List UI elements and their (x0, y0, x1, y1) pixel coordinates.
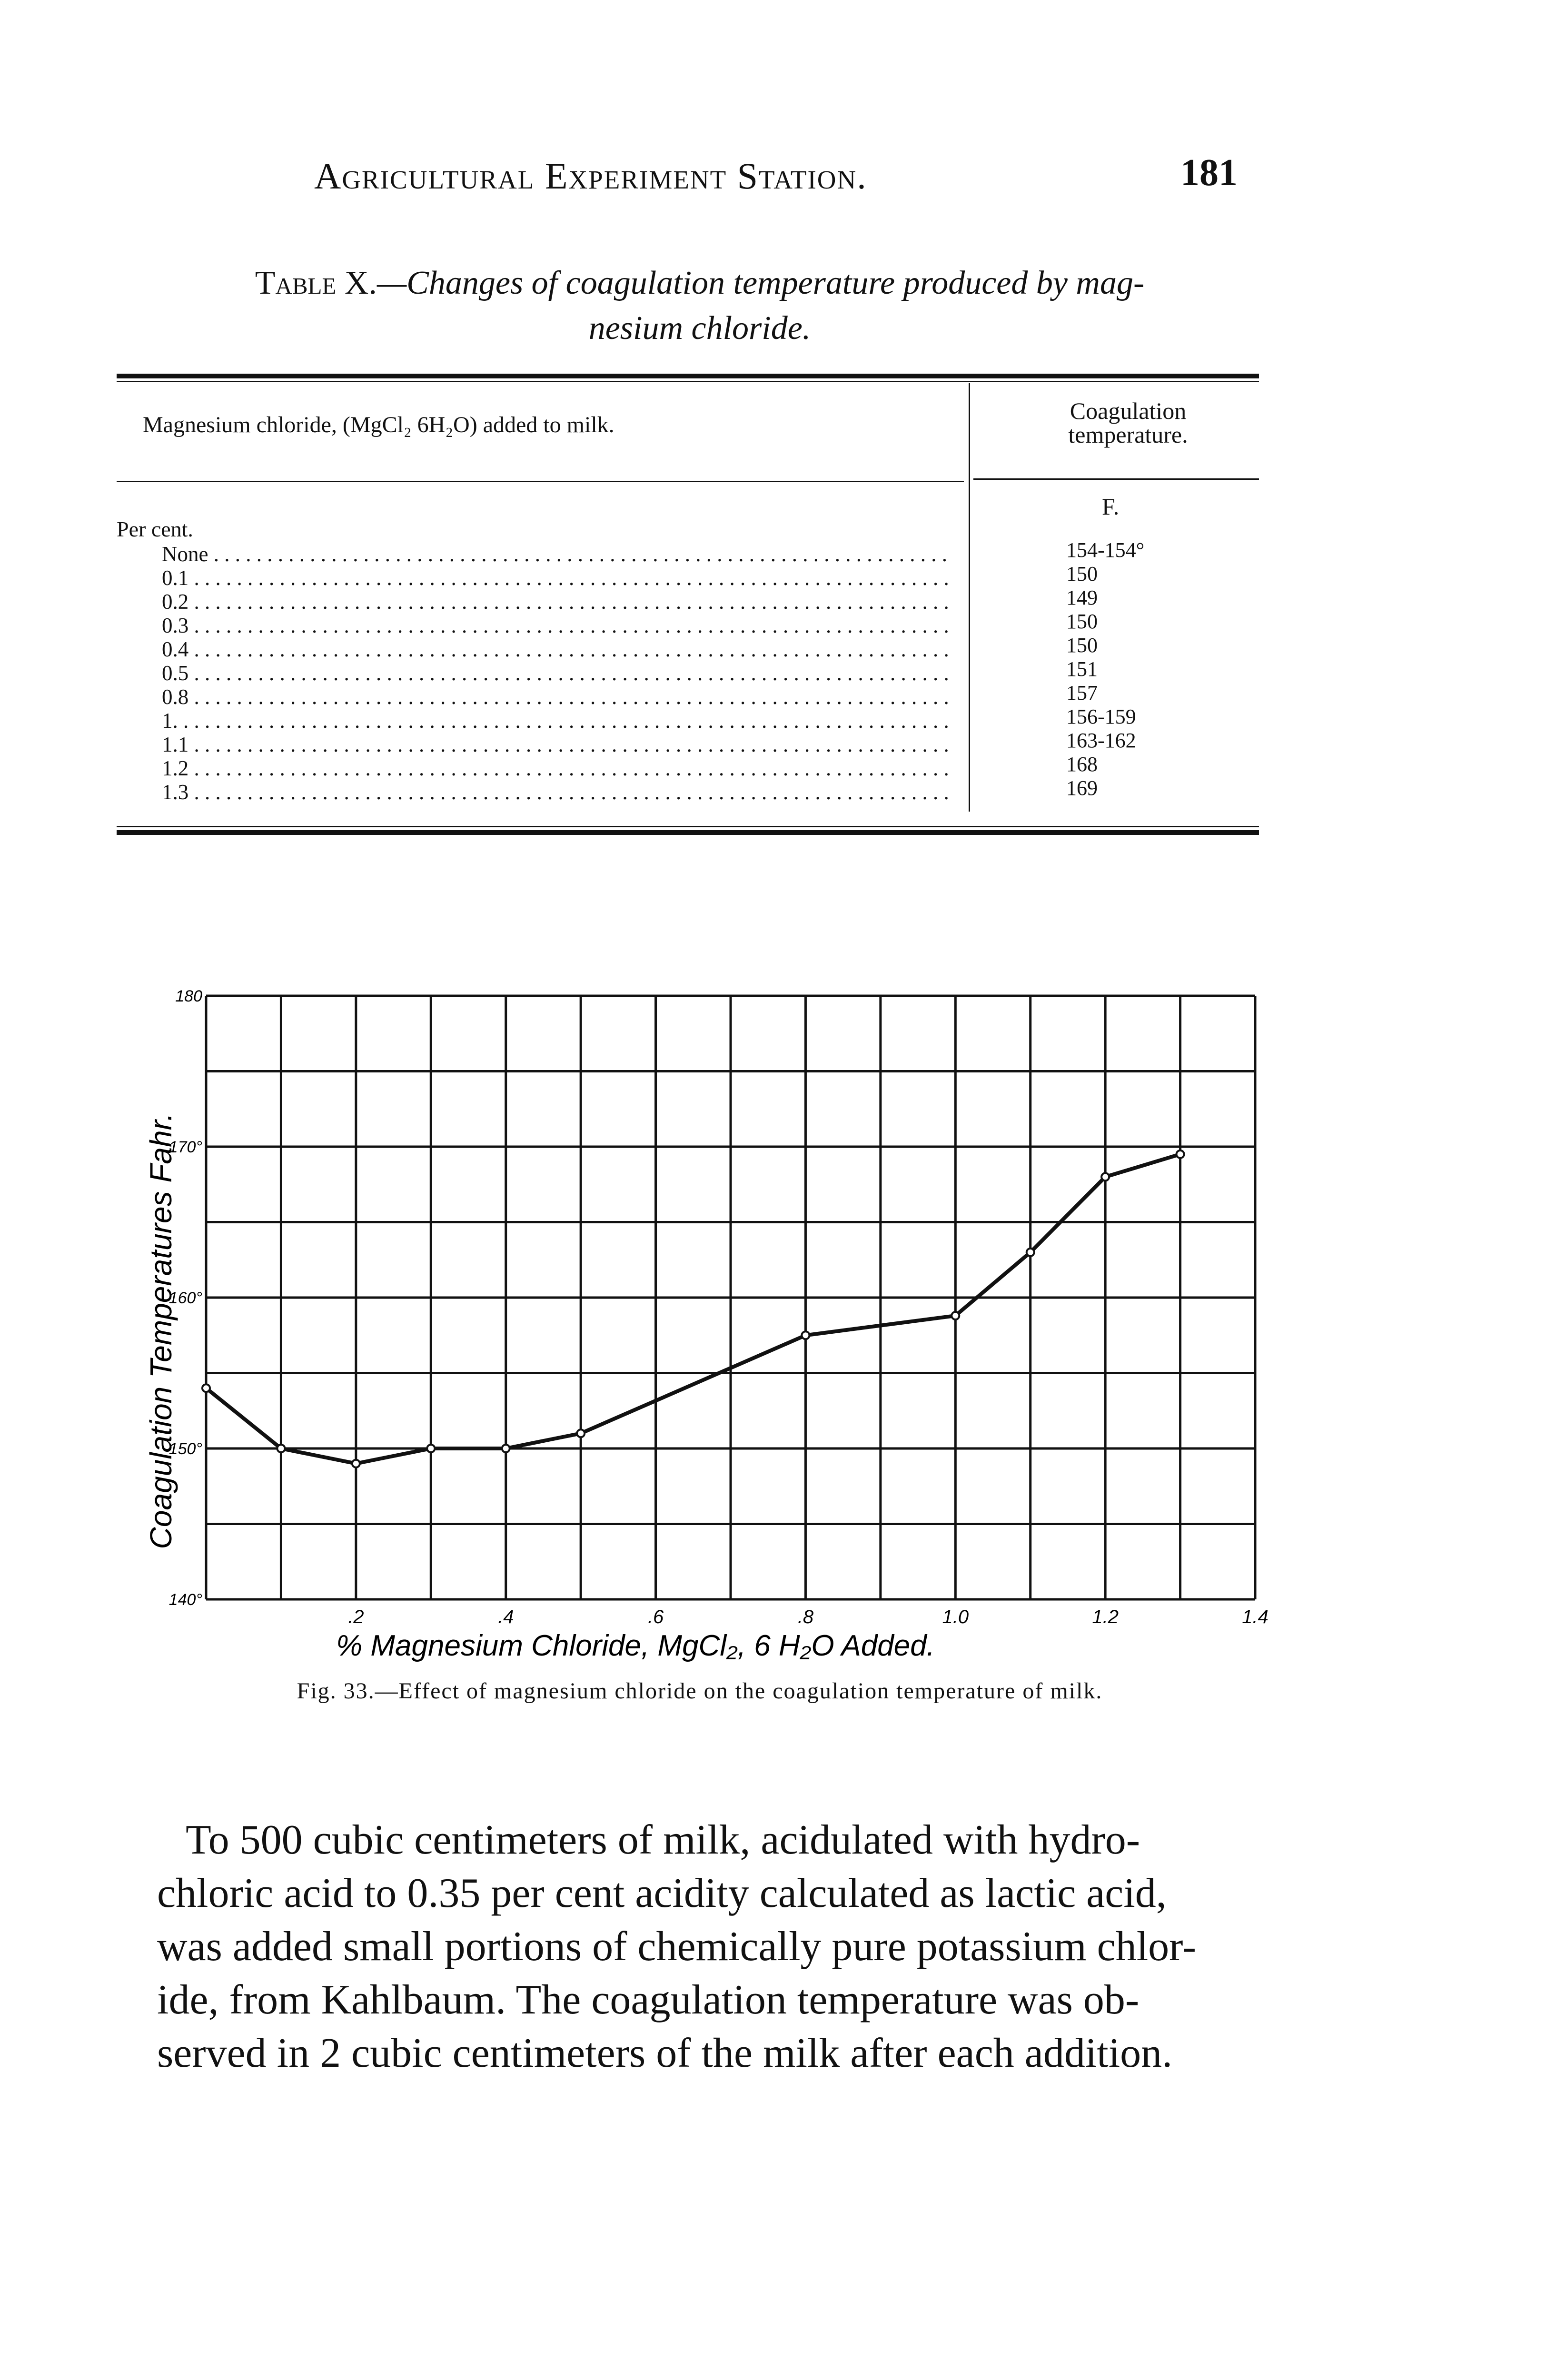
data-point (276, 1444, 286, 1453)
paragraph-line: served in 2 cubic centimeters of the mil… (157, 2030, 1173, 2076)
row-percent: 1.3 (162, 780, 189, 804)
paragraph-line: To 500 cubic centimeters of milk, acidul… (186, 1817, 1140, 1863)
data-point (426, 1444, 436, 1453)
row-percent: 0.1 (162, 566, 189, 590)
leader-dots: . . . . . . . . . . . . . . . . . . . . … (194, 566, 952, 590)
leader-dots: . . . . . . . . . . . . . . . . . . . . … (194, 733, 952, 756)
header-rule-right (973, 478, 1259, 480)
y-axis-label: Coagulation Temperatures Fahr. (144, 1113, 178, 1549)
col1-header: Magnesium chloride, (MgCl₂ 6H₂O) added t… (143, 412, 614, 437)
data-point (576, 1428, 586, 1438)
table-row-value: 150 (1066, 634, 1098, 657)
row-percent: 0.5 (162, 661, 189, 685)
table-caption-lead: Table X. (255, 265, 377, 301)
row-percent: 0.4 (162, 637, 189, 661)
y-tick-label: 140° (169, 1591, 202, 1609)
table-caption-line2: nesium chloride. (588, 310, 811, 347)
row-percent: 0.2 (162, 590, 189, 614)
leader-dots: . . . . . . . . . . . . . . . . . . . . … (194, 756, 952, 780)
table-bottom-rule-thin (117, 826, 1259, 827)
paragraph-line: ide, from Kahlbaum. The coagulation temp… (157, 1977, 1140, 2023)
row-percent: None (162, 542, 208, 566)
page-number: 181 (1180, 152, 1238, 194)
data-point (1100, 1172, 1110, 1182)
running-head: Agricultural Experiment Station. (314, 155, 867, 197)
row-percent: 0.8 (162, 685, 189, 709)
table-row-value: 149 (1066, 586, 1098, 609)
y-tick-label: 150° (169, 1440, 202, 1458)
row-percent: 1.2 (162, 756, 189, 780)
col2-header-line1: Coagulation (1070, 397, 1187, 424)
table-row-label: 0.1 . . . . . . . . . . . . . . . . . . … (143, 565, 952, 590)
col1-unit: Per cent. (117, 517, 193, 541)
table-row-value: 154-154° (1066, 538, 1145, 562)
table-row-label: 1.1 . . . . . . . . . . . . . . . . . . … (143, 732, 952, 757)
x-tick-label: 1.0 (942, 1606, 969, 1627)
data-point (351, 1458, 361, 1468)
leader-dots: . . . . . . . . . . . . . . . . . . . . … (183, 709, 952, 733)
x-tick-label: 1.4 (1242, 1606, 1269, 1627)
data-point (201, 1383, 211, 1393)
row-percent: 0.3 (162, 614, 189, 637)
table-row-value: 163-162 (1066, 729, 1136, 752)
data-point (1175, 1149, 1185, 1159)
data-point (501, 1444, 511, 1453)
y-tick-label: 180 (175, 987, 202, 1005)
table-row-value: 157 (1066, 681, 1098, 704)
y-tick-label: 170° (169, 1138, 202, 1156)
table-row-value: 156-159 (1066, 705, 1136, 728)
leader-dots: . . . . . . . . . . . . . . . . . . . . … (213, 542, 952, 566)
col2-header-line2: temperature. (1068, 421, 1188, 448)
x-axis-label: % Magnesium Chloride, MgCl₂, 6 H₂O Added… (336, 1629, 935, 1662)
leader-dots: . . . . . . . . . . . . . . . . . . . . … (194, 637, 952, 661)
table-row-value: 150 (1066, 610, 1098, 633)
col2-unit: F. (1102, 493, 1120, 520)
table-top-rule (117, 374, 1259, 378)
x-tick-label: .8 (798, 1606, 814, 1627)
header-rule-left (117, 481, 964, 482)
table-row-label: 0.2 . . . . . . . . . . . . . . . . . . … (143, 589, 952, 614)
table-row-label: 0.3 . . . . . . . . . . . . . . . . . . … (143, 613, 952, 638)
series-line (205, 1152, 1181, 1466)
body-paragraph: To 500 cubic centimeters of milk, acidul… (157, 1814, 1299, 2080)
table-row-label: 0.5 . . . . . . . . . . . . . . . . . . … (143, 661, 952, 685)
row-percent: 1.1 (162, 733, 189, 756)
table-bottom-rule (117, 830, 1259, 835)
data-point (1025, 1247, 1035, 1257)
table-row-label: 0.4 . . . . . . . . . . . . . . . . . . … (143, 637, 952, 662)
table-row-label: 1. . . . . . . . . . . . . . . . . . . .… (143, 708, 952, 733)
table-row-value: 150 (1066, 562, 1098, 585)
table-row-label: 1.3 . . . . . . . . . . . . . . . . . . … (143, 780, 952, 804)
x-tick-label: 1.2 (1092, 1606, 1119, 1627)
table-caption-line1: —Changes of coagulation temperature prod… (377, 265, 1145, 301)
leader-dots: . . . . . . . . . . . . . . . . . . . . … (194, 590, 952, 614)
x-tick-label: .2 (348, 1606, 364, 1627)
col2-header: Coagulation temperature. (1004, 399, 1252, 446)
chart: 140° 150° 160° 170° 180 .2 .4 .6 .8 1.0 1.2 1.4 % Ma… (144, 987, 1269, 1662)
table-row-value: 151 (1066, 657, 1098, 681)
data-point (801, 1330, 811, 1340)
y-tick-label: 160° (169, 1289, 202, 1307)
table-caption: Table X.—Changes of coagulation temperat… (105, 264, 1295, 302)
x-tick-label: .6 (648, 1606, 664, 1627)
paragraph-line: was added small portions of chemically p… (157, 1924, 1197, 1970)
leader-dots: . . . . . . . . . . . . . . . . . . . . … (194, 685, 952, 709)
data-point (951, 1311, 961, 1321)
table-top-rule-thin (117, 381, 1259, 382)
figure-caption: Fig. 33.—Effect of magnesium chloride on… (297, 1678, 1103, 1704)
table-row-label: 0.8 . . . . . . . . . . . . . . . . . . … (143, 684, 952, 709)
table-caption-cont: nesium chloride. (105, 309, 1295, 347)
table-row-label: None . . . . . . . . . . . . . . . . . .… (143, 542, 952, 566)
leader-dots: . . . . . . . . . . . . . . . . . . . . … (194, 614, 952, 637)
table-row-value: 169 (1066, 776, 1098, 800)
column-divider (969, 383, 970, 812)
leader-dots: . . . . . . . . . . . . . . . . . . . . … (194, 661, 952, 685)
table-row-value: 168 (1066, 753, 1098, 776)
row-percent: 1. (162, 709, 178, 733)
x-tick-label: .4 (498, 1606, 514, 1627)
leader-dots: . . . . . . . . . . . . . . . . . . . . … (194, 780, 952, 804)
paragraph-line: chloric acid to 0.35 per cent acidity ca… (157, 1870, 1167, 1916)
table-row-label: 1.2 . . . . . . . . . . . . . . . . . . … (143, 756, 952, 781)
